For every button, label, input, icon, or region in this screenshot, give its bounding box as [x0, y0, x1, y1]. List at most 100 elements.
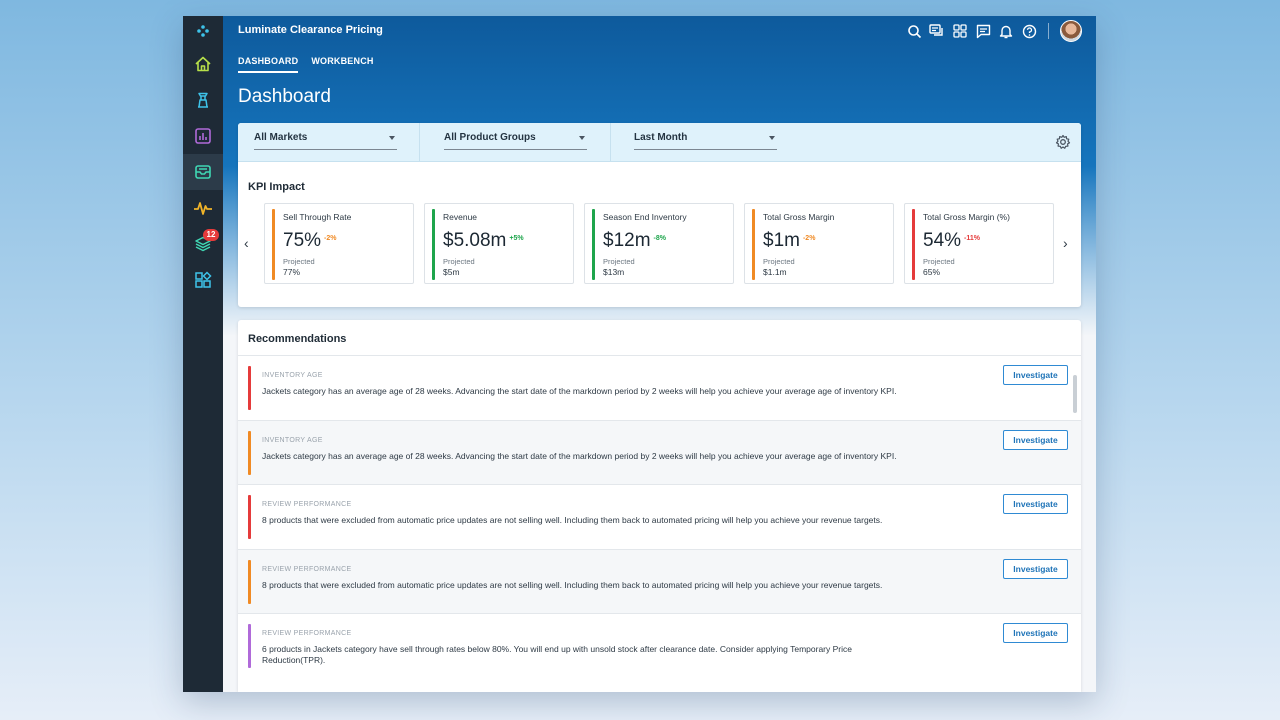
- kpi-status-bar: [432, 209, 435, 280]
- page-tabs: DASHBOARD WORKBENCH: [238, 56, 374, 73]
- filter-bar: All Markets All Product Groups Last Mont…: [238, 123, 1081, 162]
- recommendations-title: Recommendations: [248, 333, 347, 345]
- chevron-down-icon: [389, 136, 395, 140]
- priority-bar: [248, 624, 251, 668]
- help-icon[interactable]: [1021, 23, 1037, 39]
- scrollbar[interactable]: [1073, 375, 1077, 413]
- recommendation-category: INVENTORY AGE: [262, 372, 323, 379]
- search-icon[interactable]: [906, 23, 922, 39]
- kpi-delta: +5%: [509, 235, 524, 243]
- list-item: REVIEW PERFORMANCE 6 products in Jackets …: [238, 613, 1081, 677]
- kpi-card: All Markets All Product Groups Last Mont…: [238, 123, 1081, 307]
- priority-bar: [248, 366, 251, 410]
- gear-icon[interactable]: [1055, 134, 1071, 155]
- logo-icon[interactable]: [183, 16, 223, 46]
- page-title: Dashboard: [238, 86, 331, 107]
- kpi-projected-label: Projected: [603, 257, 635, 266]
- list-item: INVENTORY AGE Jackets category has an ave…: [238, 419, 1081, 484]
- kpi-projected-label: Projected: [283, 257, 315, 266]
- chevron-right-icon[interactable]: ›: [1063, 235, 1068, 251]
- recommendation-text: 6 products in Jackets category have sell…: [262, 644, 852, 665]
- kpi-tile[interactable]: Total Gross Margin (%) 54% -11% Projected 65…: [904, 203, 1054, 284]
- top-bar: Luminate Clearance Pricing: [223, 16, 1096, 46]
- chevron-down-icon: [579, 136, 585, 140]
- sidebar: 12: [183, 16, 223, 692]
- kpi-status-bar: [912, 209, 915, 280]
- recommendations-card: Recommendations INVENTORY AGE Jackets cat…: [238, 320, 1081, 692]
- investigate-button[interactable]: Investigate: [1003, 365, 1068, 385]
- kpi-value: $5.08m: [443, 230, 507, 251]
- kpi-name: Season End Inventory: [603, 212, 687, 222]
- kpi-tile[interactable]: Total Gross Margin $1m -2% Projected $1.1m: [744, 203, 894, 284]
- priority-bar: [248, 430, 251, 475]
- kpi-projected-label: Projected: [443, 257, 475, 266]
- bell-icon[interactable]: [998, 23, 1014, 39]
- bar-chart-icon: [195, 128, 211, 144]
- kpi-delta: -11%: [964, 235, 980, 243]
- list-item: INVENTORY AGE Jackets category has an ave…: [238, 355, 1081, 419]
- kpi-name: Total Gross Margin (%): [923, 212, 1010, 222]
- recommendation-text: 8 products that were excluded from autom…: [262, 515, 883, 525]
- chat-icon[interactable]: [929, 23, 945, 39]
- sidebar-item-pulse[interactable]: [183, 190, 223, 226]
- tab-workbench[interactable]: WORKBENCH: [311, 56, 374, 66]
- recommendation-category: INVENTORY AGE: [262, 436, 323, 444]
- recommendation-category: REVIEW PERFORMANCE: [262, 630, 352, 637]
- investigate-button[interactable]: Investigate: [1003, 429, 1068, 450]
- sidebar-item-analytics[interactable]: [183, 118, 223, 154]
- recommendation-text: 8 products that were excluded from autom…: [262, 579, 883, 590]
- kpi-value: $1m: [763, 230, 800, 251]
- kpi-projected-value: 65%: [923, 267, 941, 277]
- kpi-section-title: KPI Impact: [248, 181, 305, 193]
- kpi-projected-value: $13m: [603, 267, 625, 277]
- tower-icon: [198, 92, 208, 108]
- kpi-status-bar: [272, 209, 275, 280]
- date-range-filter[interactable]: Last Month: [634, 132, 777, 150]
- kpi-delta: -8%: [653, 235, 666, 243]
- widgets-icon: [195, 271, 212, 288]
- pulse-icon: [194, 202, 212, 215]
- app-window: 12 Luminate Clearance Pricing: [183, 16, 1096, 692]
- kpi-name: Total Gross Margin: [763, 212, 835, 222]
- home-icon: [195, 56, 211, 72]
- tab-dashboard[interactable]: DASHBOARD: [238, 56, 299, 73]
- sidebar-item-widgets[interactable]: [183, 262, 223, 298]
- investigate-button[interactable]: Investigate: [1003, 494, 1068, 514]
- priority-bar: [248, 495, 251, 539]
- kpi-status-bar: [752, 209, 755, 280]
- kpi-delta: -2%: [802, 235, 816, 243]
- kpi-projected-value: $5m: [443, 267, 460, 277]
- kpi-name: Revenue: [443, 212, 478, 222]
- main-content: Luminate Clearance Pricing: [223, 16, 1096, 692]
- product-group-filter[interactable]: All Product Groups: [444, 132, 587, 150]
- message-icon[interactable]: [975, 23, 991, 39]
- sidebar-item-home[interactable]: [183, 46, 223, 82]
- kpi-projected-value: $1.1m: [763, 267, 787, 277]
- chevron-left-icon[interactable]: ‹: [244, 235, 249, 251]
- avatar[interactable]: [1060, 20, 1082, 42]
- recommendation-category: REVIEW PERFORMANCE: [262, 565, 352, 573]
- kpi-value: 54%: [923, 230, 962, 251]
- investigate-button[interactable]: Investigate: [1003, 623, 1068, 643]
- inbox-icon: [195, 165, 211, 179]
- recommendation-text: Jackets category has an average age of 2…: [262, 386, 897, 396]
- apps-grid-icon[interactable]: [952, 23, 968, 39]
- chevron-down-icon: [769, 136, 775, 140]
- investigate-button[interactable]: Investigate: [1003, 558, 1068, 579]
- app-title: Luminate Clearance Pricing: [238, 24, 383, 36]
- kpi-projected-value: 77%: [283, 267, 301, 277]
- market-filter[interactable]: All Markets: [254, 132, 397, 150]
- recommendation-text: Jackets category has an average age of 2…: [262, 450, 897, 461]
- recommendation-category: REVIEW PERFORMANCE: [262, 501, 352, 508]
- sidebar-item-layers[interactable]: 12: [183, 226, 223, 262]
- kpi-tile[interactable]: Revenue $5.08m +5% Projected $5m: [424, 203, 574, 284]
- kpi-tile[interactable]: Sell Through Rate 75% -2% Projected 77%: [264, 203, 414, 284]
- kpi-status-bar: [592, 209, 595, 280]
- sidebar-item-inbox[interactable]: [183, 154, 223, 190]
- kpi-value: 75%: [283, 230, 322, 251]
- kpi-value: $12m: [603, 230, 651, 251]
- priority-bar: [248, 559, 251, 604]
- sidebar-item-tower[interactable]: [183, 82, 223, 118]
- kpi-tile[interactable]: Season End Inventory $12m -8% Projected $13m: [584, 203, 734, 284]
- list-item: REVIEW PERFORMANCE 8 products that were e…: [238, 484, 1081, 548]
